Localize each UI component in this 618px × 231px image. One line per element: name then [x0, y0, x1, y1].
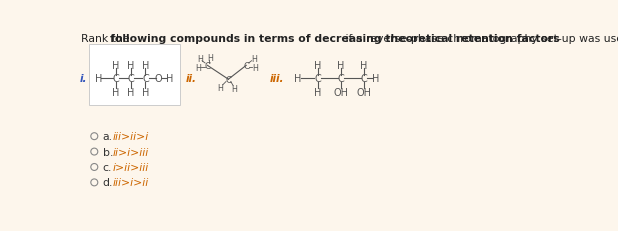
- Text: b.: b.: [103, 147, 113, 157]
- Text: H: H: [197, 55, 203, 64]
- Text: H: H: [251, 55, 257, 64]
- Text: C: C: [337, 74, 344, 84]
- Text: iii>i>ii: iii>i>ii: [113, 178, 149, 188]
- Text: H: H: [112, 61, 120, 71]
- Text: H: H: [142, 87, 149, 97]
- Text: H: H: [195, 64, 201, 73]
- Text: H: H: [112, 87, 120, 97]
- Text: i.: i.: [80, 74, 87, 84]
- Text: if a reverse-phase chromatography set-up was used.: if a reverse-phase chromatography set-up…: [342, 34, 618, 44]
- Text: C: C: [314, 74, 321, 84]
- Text: d.: d.: [103, 178, 113, 188]
- Text: H: H: [314, 61, 321, 71]
- Text: H: H: [127, 61, 134, 71]
- Text: H: H: [253, 64, 258, 73]
- Text: iii>ii>i: iii>ii>i: [113, 132, 149, 142]
- Text: ii.: ii.: [186, 74, 197, 84]
- Text: H: H: [314, 87, 321, 97]
- Text: a.: a.: [103, 132, 113, 142]
- Text: H: H: [142, 61, 149, 71]
- Text: H: H: [166, 74, 173, 84]
- Text: Rank the: Rank the: [81, 34, 133, 44]
- Text: H: H: [218, 84, 224, 93]
- Text: H: H: [372, 74, 379, 84]
- Text: H: H: [95, 74, 103, 84]
- Text: C: C: [243, 62, 249, 70]
- Text: C: C: [361, 74, 367, 84]
- Text: C: C: [127, 74, 134, 84]
- Text: iii.: iii.: [269, 74, 284, 84]
- Text: H: H: [294, 74, 302, 84]
- Text: C: C: [205, 62, 211, 70]
- Text: C: C: [225, 75, 232, 84]
- Text: H: H: [127, 87, 134, 97]
- Text: OH: OH: [357, 87, 371, 97]
- Text: C: C: [112, 74, 119, 84]
- Text: H: H: [337, 61, 344, 71]
- Text: c.: c.: [103, 162, 112, 172]
- FancyBboxPatch shape: [89, 45, 180, 106]
- Text: O: O: [155, 74, 163, 84]
- Text: H: H: [232, 85, 237, 94]
- Text: H: H: [360, 61, 368, 71]
- Text: OH: OH: [333, 87, 349, 97]
- Text: C: C: [142, 74, 149, 84]
- Text: ii>i>iii: ii>i>iii: [113, 147, 149, 157]
- Text: i>ii>iii: i>ii>iii: [113, 162, 149, 172]
- Text: following compounds in terms of decreasing theoretical retention factors: following compounds in terms of decreasi…: [110, 34, 560, 44]
- Text: H: H: [208, 54, 213, 63]
